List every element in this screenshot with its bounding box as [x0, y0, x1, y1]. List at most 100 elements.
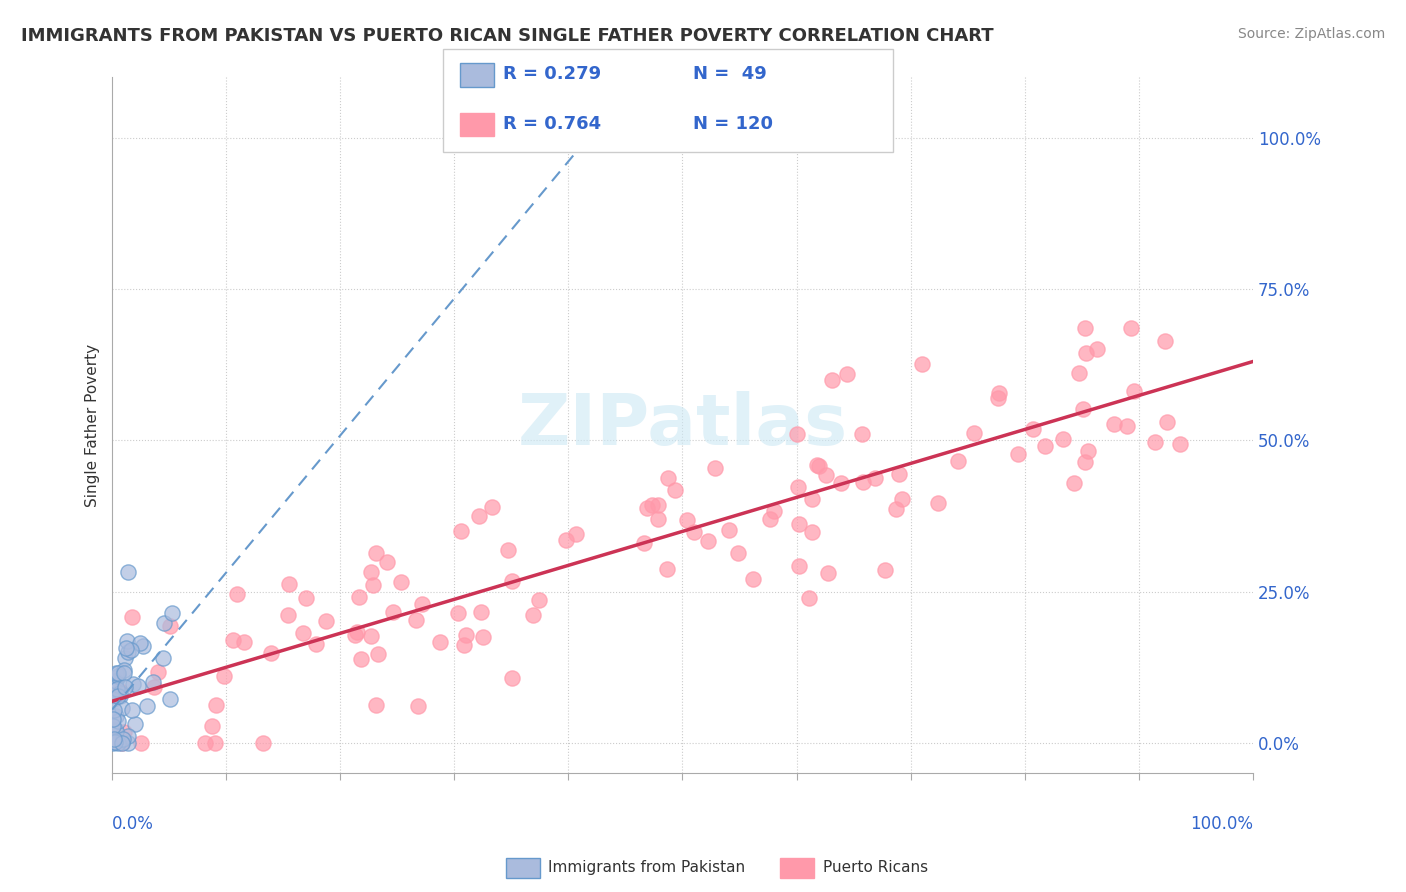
Point	[1073, 402, 1095, 417]
Point	[406, 699, 429, 714]
Point	[405, 613, 427, 627]
Point	[226, 587, 249, 601]
Point	[111, 701, 134, 715]
Point	[657, 471, 679, 485]
Point	[111, 736, 134, 750]
Point	[295, 591, 318, 605]
Point	[375, 555, 398, 569]
Point	[496, 543, 519, 558]
Point	[450, 524, 472, 538]
Point	[117, 729, 139, 743]
Point	[201, 718, 224, 732]
Point	[367, 648, 389, 662]
Point	[911, 358, 934, 372]
Point	[806, 458, 828, 473]
Point	[360, 565, 382, 579]
Point	[103, 736, 125, 750]
Point	[988, 385, 1011, 400]
Point	[456, 628, 478, 642]
Point	[349, 591, 371, 605]
Point	[108, 689, 131, 703]
Point	[103, 719, 125, 733]
Text: N =  49: N = 49	[693, 65, 766, 83]
Point	[1116, 418, 1139, 433]
Point	[762, 503, 785, 517]
Point	[103, 703, 125, 717]
Point	[103, 731, 125, 746]
Point	[1073, 455, 1095, 469]
Y-axis label: Single Father Poverty: Single Father Poverty	[86, 343, 100, 507]
Point	[1007, 447, 1029, 461]
Point	[104, 722, 127, 736]
Point	[655, 562, 678, 576]
Point	[222, 632, 245, 647]
Point	[105, 681, 128, 696]
Point	[1085, 342, 1108, 356]
Point	[554, 533, 576, 548]
Point	[821, 373, 844, 387]
Text: Immigrants from Pakistan: Immigrants from Pakistan	[548, 861, 745, 875]
Point	[204, 698, 226, 712]
Point	[114, 651, 136, 665]
Point	[1022, 422, 1045, 436]
Point	[252, 736, 274, 750]
Point	[111, 731, 134, 746]
Point	[107, 665, 129, 680]
Point	[107, 714, 129, 728]
Point	[107, 736, 129, 750]
Point	[696, 534, 718, 549]
Point	[1067, 366, 1090, 380]
Point	[117, 645, 139, 659]
Point	[107, 669, 129, 683]
Point	[291, 626, 314, 640]
Point	[468, 508, 491, 523]
Point	[470, 605, 492, 619]
Point	[676, 513, 699, 527]
Point	[104, 666, 127, 681]
Point	[108, 683, 131, 698]
Point	[103, 692, 125, 706]
Point	[114, 640, 136, 655]
Point	[204, 736, 226, 750]
Point	[1052, 432, 1074, 446]
Text: 0.0%: 0.0%	[112, 815, 155, 833]
Point	[277, 608, 299, 623]
Point	[1123, 384, 1146, 398]
Point	[315, 614, 337, 628]
Point	[890, 491, 912, 506]
Point	[447, 607, 470, 621]
Point	[529, 593, 551, 607]
Point	[946, 454, 969, 468]
Point	[789, 516, 811, 531]
Point	[124, 717, 146, 731]
Point	[884, 502, 907, 516]
Point	[808, 459, 831, 474]
Point	[107, 689, 129, 703]
Point	[522, 608, 544, 623]
Point	[366, 698, 388, 712]
Point	[1077, 444, 1099, 458]
Point	[927, 496, 949, 510]
Point	[742, 572, 765, 586]
Point	[801, 525, 824, 540]
Point	[360, 629, 382, 643]
Point	[159, 692, 181, 706]
Point	[194, 736, 217, 750]
Point	[104, 724, 127, 739]
Point	[501, 671, 523, 685]
Point	[1063, 476, 1085, 491]
Point	[152, 650, 174, 665]
Point	[104, 735, 127, 749]
Point	[114, 663, 136, 677]
Point	[817, 566, 839, 581]
Point	[111, 736, 134, 750]
Point	[278, 577, 301, 591]
Point	[104, 674, 127, 689]
Point	[837, 367, 859, 381]
Point	[143, 681, 166, 695]
Point	[346, 625, 368, 640]
Point	[108, 686, 131, 700]
Point	[633, 535, 655, 549]
Point	[103, 683, 125, 698]
Point	[664, 483, 686, 498]
